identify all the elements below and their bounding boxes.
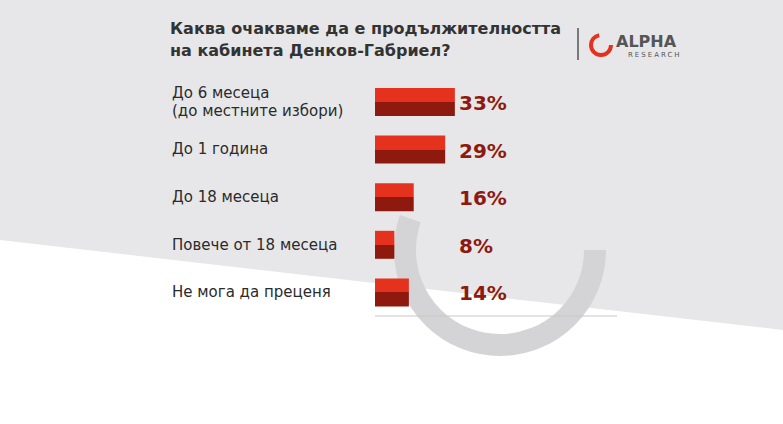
svg-text:До 1 година: До 1 година: [172, 140, 268, 158]
svg-text:До 18 месеца: До 18 месеца: [172, 188, 279, 206]
html-text:ALPHA: ALPHA: [616, 32, 677, 51]
svg-text:16%: 16%: [459, 186, 507, 210]
svg-text:До 6 месеца(до местните избори: До 6 месеца(до местните избори): [172, 84, 343, 120]
html-text:RESEARCH: RESEARCH: [628, 51, 682, 59]
svg-text:14%: 14%: [459, 281, 507, 305]
html-text:Каква очакваме да е продължите: Каква очакваме да е продължителността на…: [170, 19, 561, 60]
svg-text:8%: 8%: [459, 234, 493, 258]
svg-text:33%: 33%: [459, 91, 507, 115]
svg-text:Не мога да преценя: Не мога да преценя: [172, 283, 331, 301]
svg-text:Повече от 18 месеца: Повече от 18 месеца: [172, 236, 337, 254]
svg-text:29%: 29%: [459, 139, 507, 163]
